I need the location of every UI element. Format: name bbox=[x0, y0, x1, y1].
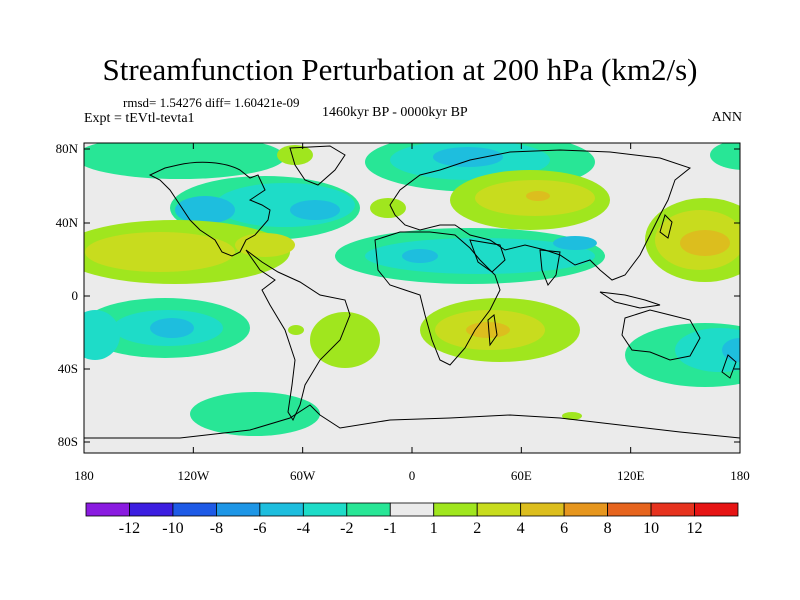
contour-so-neg1 bbox=[190, 392, 320, 436]
lat-label: 80S bbox=[58, 434, 78, 449]
axis-ticks: 180 120W 60W 0 60E 120E 180 80N 40N 0 40S 80S bbox=[56, 141, 750, 483]
colorbar-label: -2 bbox=[340, 520, 353, 537]
time-period-label: 1460kyr BP - 0000kyr BP bbox=[322, 105, 468, 120]
coastline-antarctica bbox=[84, 404, 740, 439]
lat-label: 0 bbox=[72, 288, 79, 303]
lon-label: 60E bbox=[511, 468, 532, 483]
colorbar-label: -6 bbox=[253, 520, 266, 537]
coastline-indonesia bbox=[599, 291, 661, 309]
contour-sepac-neg2 bbox=[675, 328, 740, 372]
coastline-madagascar bbox=[487, 314, 498, 347]
colorbar-label: -1 bbox=[384, 520, 397, 537]
contour-eq-neg2 bbox=[365, 238, 595, 274]
contour-satl-pos3 bbox=[466, 322, 510, 338]
colorbar-swatch bbox=[259, 502, 304, 517]
coastline-india bbox=[539, 249, 561, 286]
colorbar-label: -8 bbox=[210, 520, 223, 537]
colorbar-swatch bbox=[650, 502, 695, 517]
coastline-new-zealand bbox=[721, 354, 737, 379]
lat-label: 40S bbox=[58, 361, 78, 376]
contour-natl-neg3 bbox=[175, 196, 235, 224]
contour-sepac-neg3 bbox=[722, 338, 740, 362]
season-label: ANN bbox=[711, 110, 742, 125]
lon-label: 0 bbox=[409, 468, 416, 483]
coastline-south-america bbox=[245, 249, 351, 422]
contour-eq-neg3a bbox=[402, 249, 438, 263]
lon-label: 180 bbox=[730, 468, 750, 483]
coastlines bbox=[84, 145, 740, 439]
contour-arctic-pos1 bbox=[277, 145, 313, 165]
colorbar-label: 4 bbox=[517, 520, 525, 537]
colorbar-swatch bbox=[607, 502, 652, 517]
contour-small-pos1 bbox=[288, 325, 304, 335]
colorbar-swatch bbox=[563, 502, 609, 517]
colorbar-swatch bbox=[476, 502, 522, 517]
contour-spac-neg3 bbox=[150, 318, 194, 338]
coastline-japan bbox=[659, 214, 673, 239]
plot-title: Streamfunction Perturbation at 200 hPa (… bbox=[102, 52, 698, 87]
lon-label: 120W bbox=[177, 468, 210, 483]
coastline-north-america bbox=[148, 161, 271, 257]
colorbar-label: 8 bbox=[604, 520, 612, 537]
colorbar-swatch bbox=[520, 502, 565, 517]
colorbar-label: -12 bbox=[119, 520, 140, 537]
lon-label: 120E bbox=[617, 468, 645, 483]
contour-asia-pos3 bbox=[526, 191, 550, 201]
lon-label: 60W bbox=[290, 468, 316, 483]
colorbar-swatch bbox=[129, 502, 174, 517]
colorbar-swatch bbox=[215, 502, 261, 517]
colorbar-swatch bbox=[172, 502, 217, 517]
colorbar-label: -4 bbox=[297, 520, 310, 537]
contour-europe-pos1 bbox=[370, 198, 406, 218]
rmsd-diff-stats: rmsd= 1.54276 diff= 1.60421e-09 bbox=[123, 95, 300, 110]
contour-nwpac-pos3 bbox=[680, 230, 730, 256]
coastline-africa bbox=[374, 231, 501, 366]
contour-farright-neg1 bbox=[710, 143, 740, 170]
contour-so-pos1 bbox=[562, 412, 582, 420]
contour-eurasia-neg3 bbox=[433, 147, 503, 167]
colorbar-swatch bbox=[694, 502, 739, 517]
contour-arctic-neg1 bbox=[84, 143, 285, 179]
colorbar-label: 6 bbox=[560, 520, 568, 537]
colorbar-swatch bbox=[85, 502, 130, 517]
contour-nepac-pos2 bbox=[85, 232, 235, 272]
experiment-label: Expt = tEVtl-tevta1 bbox=[84, 111, 195, 126]
colorbar: -12 -10 -8 -6 -4 -2 -1 1 2 4 6 8 10 12 bbox=[85, 502, 739, 537]
coastline-arabia bbox=[469, 239, 506, 273]
colorbar-label: 1 bbox=[430, 520, 438, 537]
coastline-australia bbox=[621, 309, 701, 361]
colorbar-label: -10 bbox=[162, 520, 183, 537]
contour-eq-neg3b bbox=[553, 236, 597, 250]
contour-fields bbox=[84, 143, 740, 436]
lon-label: 180 bbox=[74, 468, 94, 483]
coastline-eurasia bbox=[389, 149, 692, 281]
colorbar-label: 2 bbox=[473, 520, 481, 537]
contour-nepac-pos2b bbox=[235, 233, 295, 257]
colorbar-swatch bbox=[389, 502, 435, 517]
colorbar-swatch bbox=[433, 502, 478, 517]
contour-satl-pos1a bbox=[310, 312, 380, 368]
coastline-greenland bbox=[289, 145, 346, 186]
map-background bbox=[84, 143, 740, 453]
colorbar-swatch bbox=[346, 502, 391, 517]
colorbar-label: 12 bbox=[687, 520, 703, 537]
contour-natl-neg3b bbox=[290, 200, 340, 220]
colorbar-label: 10 bbox=[643, 520, 659, 537]
lat-label: 80N bbox=[56, 141, 79, 156]
contour-spac-neg1b bbox=[84, 310, 120, 360]
colorbar-swatch bbox=[302, 502, 348, 517]
lat-label: 40N bbox=[56, 215, 79, 230]
